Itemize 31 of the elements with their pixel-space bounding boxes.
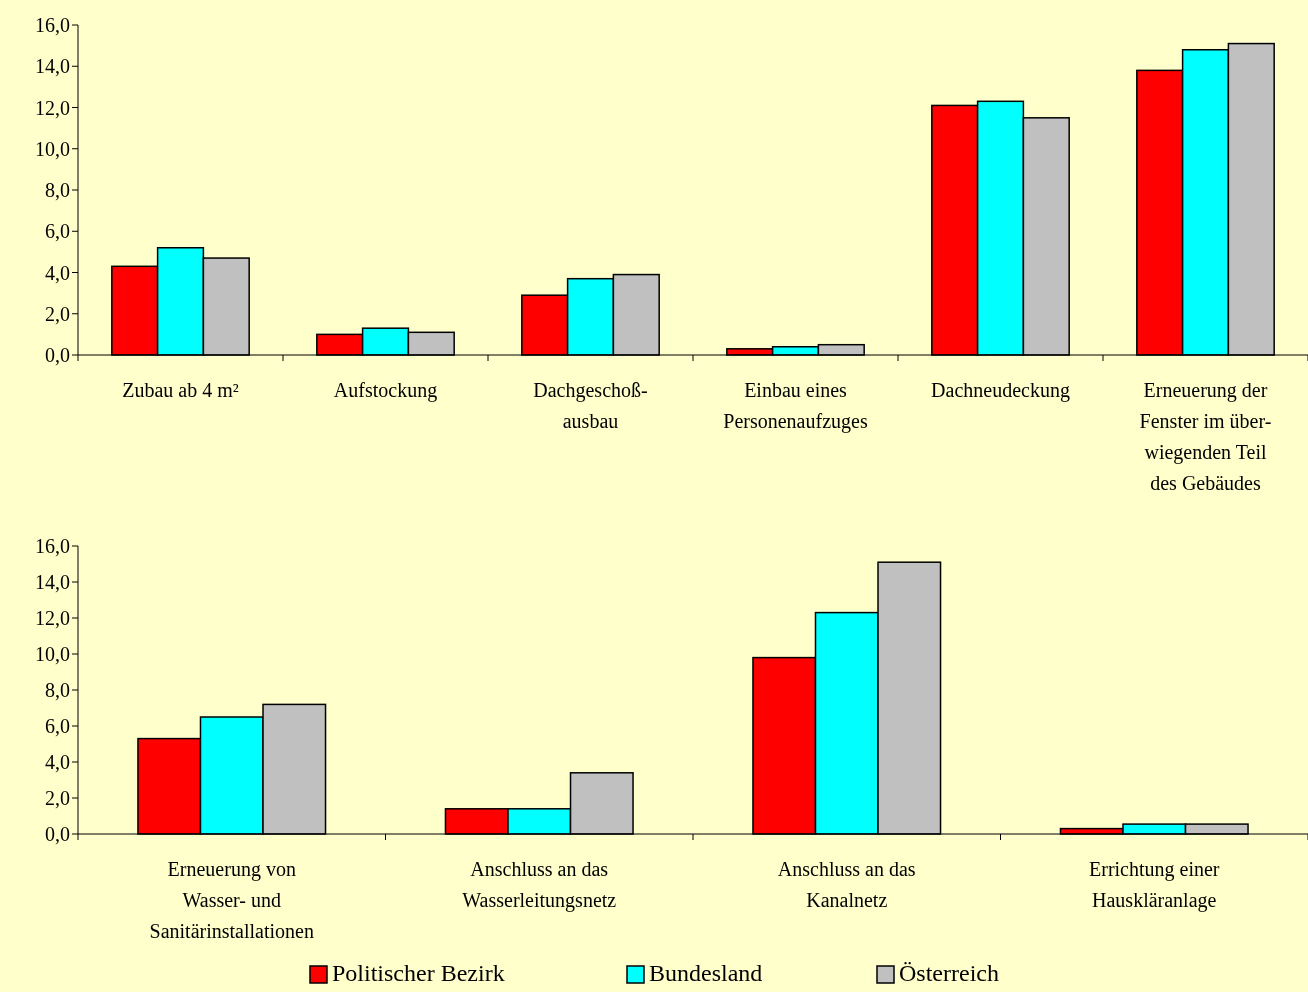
legend-label: Politischer Bezirk (332, 960, 505, 986)
x-tick-label: Aufstockung (333, 379, 438, 402)
x-tick-label: Anschluss an das Kanalnetz (777, 858, 916, 911)
y-tick-label: 12,0 (35, 96, 70, 119)
x-tick-label: Zubau ab 4 m² (122, 379, 239, 401)
y-tick-label: 6,0 (45, 220, 70, 243)
y-tick-label: 2,0 (45, 787, 70, 809)
legend-label: Österreich (899, 960, 999, 986)
y-tick-label: 8,0 (45, 679, 70, 701)
x-tick-label: Erneuerung der Fenster im über- wiegenden Teil des Gebäudes (1139, 379, 1272, 494)
y-tick-label: 16,0 (35, 14, 70, 36)
y-tick-label: 14,0 (35, 571, 70, 593)
y-tick-label: 14,0 (35, 55, 70, 78)
y-tick-label: 16,0 (35, 535, 70, 557)
x-tick-label: Einbau eines Personenaufzuges (723, 379, 868, 433)
y-tick-label: 0,0 (45, 344, 70, 366)
x-tick-label: Errichtung einer Hauskläranlage (1089, 858, 1220, 912)
y-tick-label: 4,0 (45, 751, 70, 773)
x-tick-label: Anschluss an das Wasserleitungsnetz (462, 858, 617, 912)
x-tick-label: Dachgeschoß- ausbau (533, 379, 648, 432)
y-tick-label: 10,0 (35, 137, 70, 160)
legend-label: Bundesland (649, 960, 763, 986)
y-tick-label: 6,0 (45, 715, 70, 737)
y-tick-label: 2,0 (45, 302, 70, 325)
x-tick-label: Erneuerung von Wasser- und Sanitärinstallationen (149, 858, 314, 942)
y-tick-label: 12,0 (35, 607, 70, 629)
y-tick-label: 10,0 (35, 643, 70, 665)
x-tick-label: Dachneudeckung (931, 379, 1070, 402)
y-tick-label: 8,0 (45, 179, 70, 201)
y-tick-label: 4,0 (45, 261, 70, 284)
y-tick-label: 0,0 (45, 823, 70, 845)
